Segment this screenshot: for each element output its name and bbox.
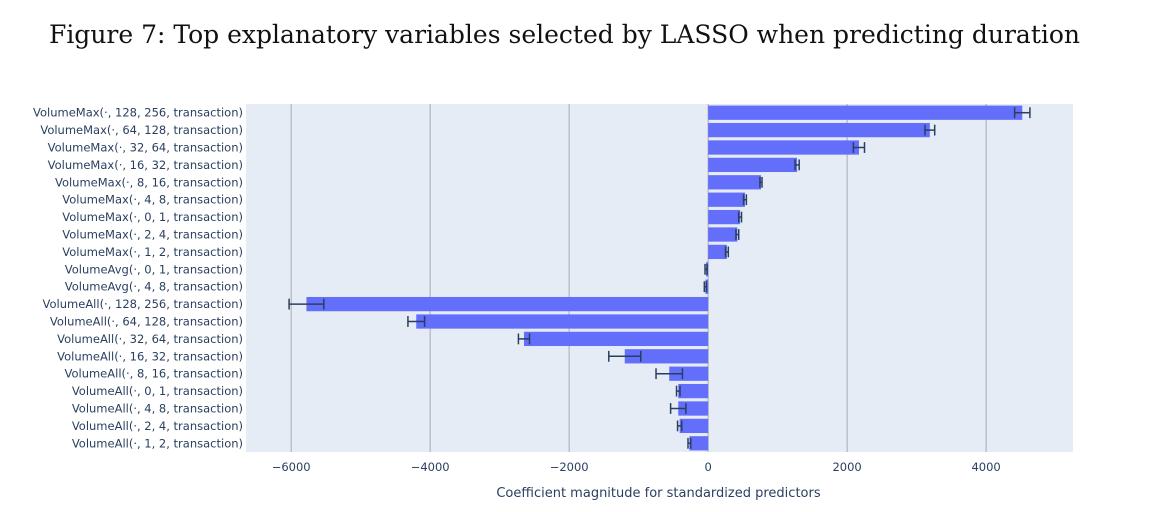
y-tick-label: VolumeAll(·, 64, 128, transaction) <box>50 315 243 329</box>
bar <box>708 140 859 155</box>
x-tick-label: 0 <box>704 460 711 474</box>
error-bars <box>288 107 1031 449</box>
error-bar <box>517 333 531 345</box>
y-tick-label: VolumeMax(·, 32, 64, transaction) <box>48 141 243 155</box>
error-bar <box>703 281 708 293</box>
y-tick-label: VolumeAll(·, 32, 64, transaction) <box>57 332 243 346</box>
error-bar <box>655 368 684 380</box>
error-bar <box>687 437 692 449</box>
bar <box>708 157 798 173</box>
bar <box>678 383 709 399</box>
error-bar <box>1013 107 1031 119</box>
y-tick-label: VolumeMax(·, 2, 4, transaction) <box>62 228 243 242</box>
y-tick-label: VolumeAll(·, 8, 16, transaction) <box>64 367 243 381</box>
y-tick-label: VolumeAvg(·, 4, 8, transaction) <box>65 280 243 294</box>
error-bar <box>924 124 936 136</box>
x-tick-label: −4000 <box>411 460 450 474</box>
bar <box>708 105 1023 120</box>
x-tick-label: 2000 <box>832 460 861 474</box>
y-tick-label: VolumeMax(·, 8, 16, transaction) <box>55 175 243 189</box>
bars <box>306 105 1023 451</box>
x-tick-label: 4000 <box>971 460 1000 474</box>
y-tick-label: VolumeMax(·, 1, 2, transaction) <box>62 245 243 259</box>
bar <box>708 175 761 190</box>
bar <box>624 349 709 364</box>
y-tick-label: VolumeAll(·, 128, 256, transaction) <box>43 297 243 311</box>
bar <box>708 122 930 138</box>
error-bar <box>794 159 800 171</box>
error-bar <box>704 263 708 275</box>
error-bar <box>407 316 426 327</box>
bar <box>416 314 709 329</box>
error-bar <box>608 350 642 362</box>
y-tick-label: VolumeAvg(·, 0, 1, transaction) <box>65 262 243 276</box>
error-bar <box>742 194 748 206</box>
y-tick-label: VolumeAll(·, 2, 4, transaction) <box>72 419 243 433</box>
figure-title: Figure 7: Top explanatory variables sele… <box>48 20 1081 49</box>
bar <box>708 209 741 225</box>
y-tick-label: VolumeAll(·, 1, 2, transaction) <box>72 436 243 450</box>
error-bar <box>288 298 325 310</box>
y-tick-label: VolumeAll(·, 4, 8, transaction) <box>72 402 243 416</box>
error-bar <box>669 403 687 414</box>
bar <box>679 418 709 434</box>
y-tick-label: VolumeMax(·, 64, 128, transaction) <box>40 123 243 137</box>
x-tick-label: −2000 <box>550 460 589 474</box>
bar <box>669 366 709 381</box>
error-bar <box>675 385 681 397</box>
y-tick-label: VolumeMax(·, 0, 1, transaction) <box>62 210 243 224</box>
bar <box>708 227 738 242</box>
y-tick-label: VolumeMax(·, 16, 32, transaction) <box>48 158 243 172</box>
plot-background <box>246 104 1073 452</box>
error-bar <box>852 142 866 153</box>
x-tick-labels: −6000 −4000 −2000 0 2000 4000 <box>272 460 1001 474</box>
y-tick-label: VolumeMax(·, 4, 8, transaction) <box>62 193 243 207</box>
error-bar <box>737 211 743 223</box>
error-bar <box>759 176 763 188</box>
bar <box>306 296 709 312</box>
y-tick-labels: VolumeMax(·, 128, 256, transaction) Volum… <box>33 106 243 451</box>
bar <box>708 244 727 260</box>
bar <box>689 436 709 451</box>
error-bar <box>676 420 683 432</box>
error-bar <box>724 246 730 258</box>
bar <box>708 192 745 207</box>
bar <box>523 331 709 347</box>
error-bar <box>735 229 740 240</box>
x-tick-label: −6000 <box>272 460 311 474</box>
y-tick-label: VolumeAll(·, 16, 32, transaction) <box>57 349 243 363</box>
x-axis-title: Coefficient magnitude for standardized p… <box>496 486 820 501</box>
y-tick-label: VolumeAll(·, 0, 1, transaction) <box>72 384 243 398</box>
y-tick-label: VolumeMax(·, 128, 256, transaction) <box>33 106 243 120</box>
